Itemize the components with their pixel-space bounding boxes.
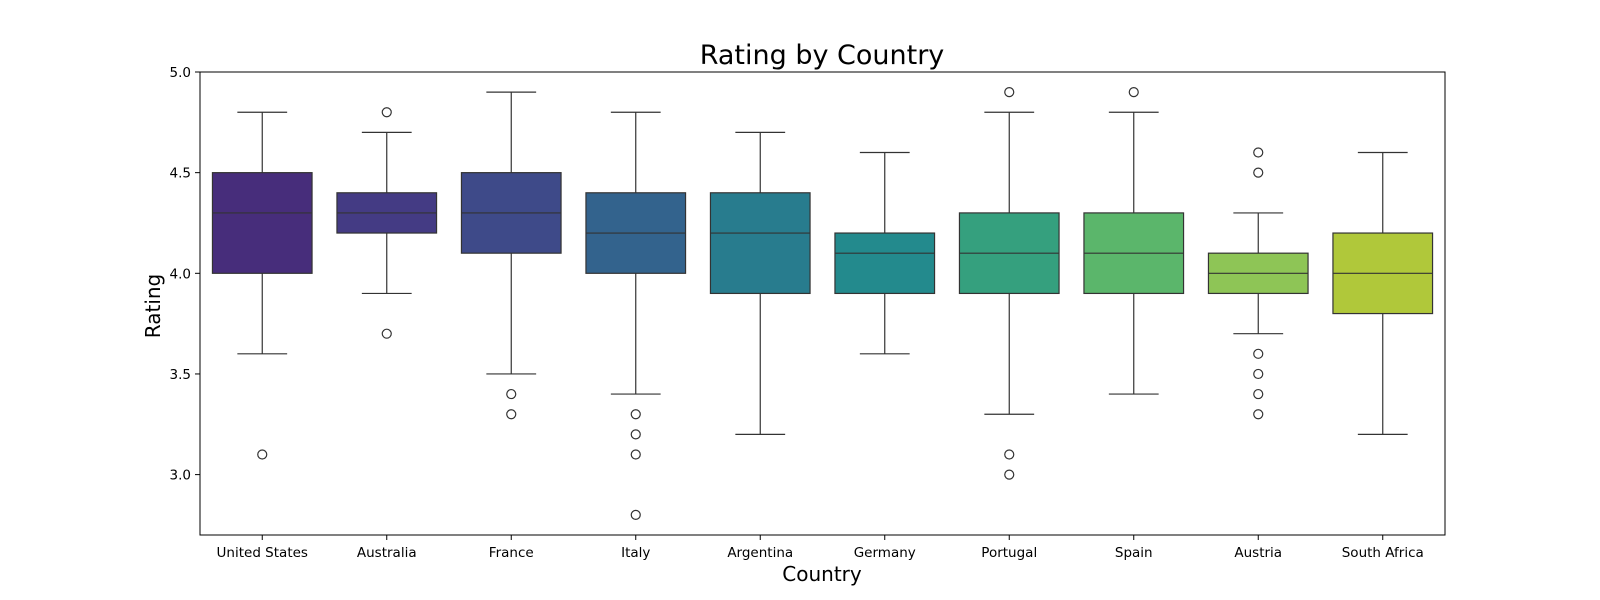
box-group-australia — [337, 108, 437, 338]
box-group-argentina — [710, 132, 810, 434]
x-tick-label: United States — [217, 545, 308, 561]
outlier-point — [258, 450, 267, 459]
outlier-point — [631, 410, 640, 419]
outlier-point — [382, 108, 391, 117]
x-tick-label: South Africa — [1342, 545, 1424, 561]
chart-title: Rating by Country — [700, 40, 945, 71]
x-tick-label: Argentina — [727, 545, 793, 561]
x-tick-label: France — [489, 545, 534, 561]
outlier-point — [382, 329, 391, 338]
outlier-point — [1254, 410, 1263, 419]
outlier-point — [631, 510, 640, 519]
box — [835, 233, 935, 293]
box-group-germany — [835, 153, 935, 354]
x-tick-label: Australia — [357, 545, 417, 561]
box-group-italy — [586, 112, 686, 519]
outlier-point — [1254, 148, 1263, 157]
box-group-france — [461, 92, 561, 419]
outlier-point — [1005, 88, 1014, 97]
outlier-point — [1005, 470, 1014, 479]
outlier-point — [507, 410, 516, 419]
outlier-point — [1254, 349, 1263, 358]
box-group-south-africa — [1333, 153, 1433, 435]
x-tick-label: Italy — [621, 545, 650, 561]
box-group-united-states — [212, 112, 312, 459]
y-tick-label: 3.5 — [170, 367, 191, 383]
outlier-point — [631, 450, 640, 459]
x-axis-label: Country — [782, 562, 862, 586]
x-tick-label: Spain — [1115, 545, 1153, 561]
outlier-point — [631, 430, 640, 439]
y-tick-label: 3.0 — [170, 468, 191, 484]
outlier-point — [1005, 450, 1014, 459]
x-tick-label: Austria — [1234, 545, 1282, 561]
outlier-point — [507, 390, 516, 399]
box — [212, 173, 312, 274]
y-axis-label: Rating — [141, 274, 165, 338]
outlier-point — [1129, 88, 1138, 97]
box-group-portugal — [959, 88, 1059, 479]
box-group-austria — [1208, 148, 1308, 419]
box — [710, 193, 810, 294]
outlier-point — [1254, 369, 1263, 378]
plot-area: 3.0 3.5 4.0 4.5 5.0 United States Australia Fra… — [170, 65, 1433, 561]
y-tick-label: 4.5 — [170, 166, 191, 182]
x-tick-label: Germany — [854, 545, 916, 561]
x-tick-label: Portugal — [981, 545, 1037, 561]
y-tick-label: 4.0 — [170, 266, 191, 282]
outlier-point — [1254, 390, 1263, 399]
y-tick-label: 5.0 — [170, 65, 191, 81]
box-group-spain — [1084, 88, 1184, 394]
outlier-point — [1254, 168, 1263, 177]
